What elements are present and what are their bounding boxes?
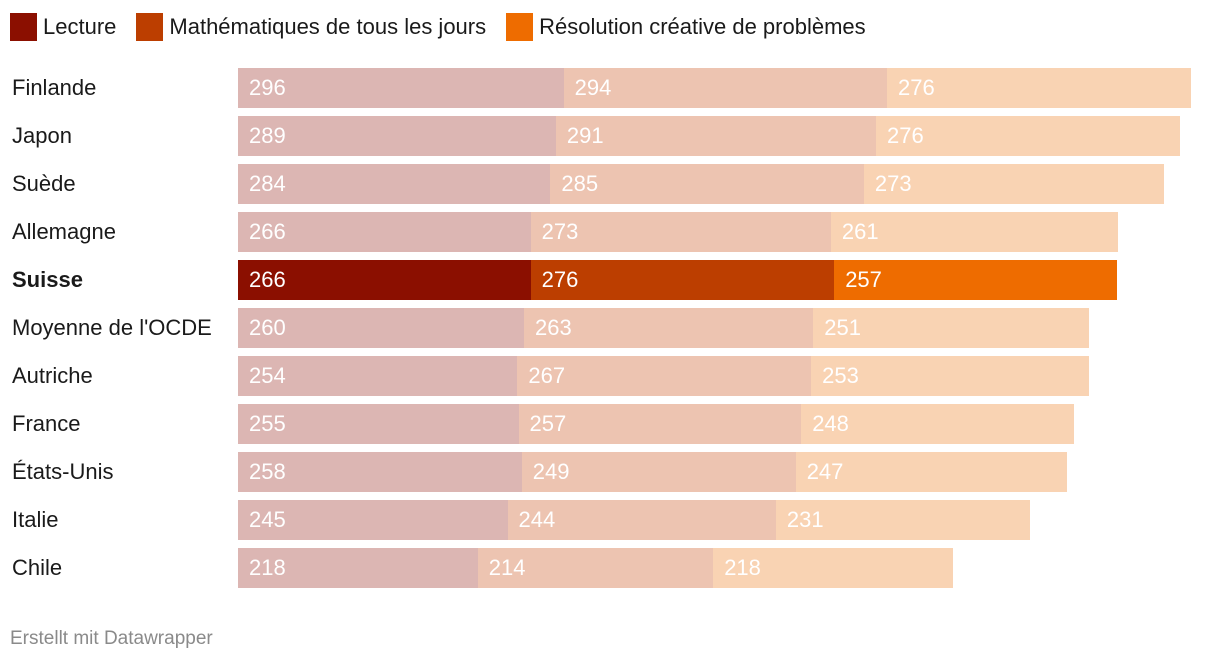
bar-segment [238,452,522,492]
bar-segment [524,308,814,348]
legend-swatch [136,13,164,41]
bar-segment [530,260,835,300]
bar-segment [238,308,524,348]
bar-segment [518,404,802,444]
category-label: États-Unis [12,459,114,484]
bar-segment [775,500,1030,540]
category-label: Japon [12,123,72,148]
category-label: Italie [12,507,59,532]
chart-row: Chile 218 214 218 [0,540,1220,588]
legend-label: Mathématiques de tous les jours [169,14,487,39]
category-label: France [12,411,81,436]
bar-segment [555,116,876,156]
category-label: Suisse [12,267,83,292]
legend-swatch [506,13,534,41]
bar-segment [811,356,1090,396]
bar-segment [238,212,531,252]
bar-segment [238,68,564,108]
bar-segment [863,164,1165,204]
chart-row: Finlande 296 294 276 [0,60,1220,108]
legend-item: Lecture [10,13,116,41]
bar-segment [830,212,1118,252]
bar-segment [238,164,551,204]
bar-segment [834,260,1117,300]
bar-segment [876,116,1180,156]
stacked-bar-chart: Finlande 296 294 276 Japon 289 291 276 Suède 284 2… [0,60,1220,600]
bar-segment [238,260,531,300]
bar-segment [238,500,508,540]
legend-swatch [10,13,37,41]
bar-segment [477,548,714,588]
category-label: Chile [12,555,63,580]
chart-row: Moyenne de l'OCDE 260 263 251 [0,300,1220,348]
bar-segment [521,452,796,492]
bar-segment [238,548,478,588]
category-label: Moyenne de l'OCDE [12,315,212,340]
chart-row: États-Unis 258 249 247 [0,444,1220,492]
chart-row: Italie 245 244 231 [0,492,1220,540]
chart-legend: Lecture Mathématiques de tous les jours Ré… [10,10,886,44]
chart-row: Autriche 254 267 253 [0,348,1220,396]
chart-row: Japon 289 291 276 [0,108,1220,156]
bar-segment [713,548,953,588]
bar-segment [530,212,831,252]
bar-segment [550,164,864,204]
chart-row: Suisse 266 276 257 [0,252,1220,300]
bar-segment [517,356,812,396]
bar-segment [813,308,1090,348]
chart-row: Suède 284 285 273 [0,156,1220,204]
bar-segment [887,68,1191,108]
legend-item: Mathématiques de tous les jours [136,13,486,41]
legend-label: Lecture [43,14,117,39]
chart-row: France 255 257 248 [0,396,1220,444]
category-label: Finlande [12,75,97,100]
category-label: Allemagne [12,219,116,244]
bar-segment [563,68,887,108]
bar-segment [801,404,1074,444]
bar-segment [795,452,1068,492]
footer-credit: Erstellt mit Datawrapper [10,628,213,649]
category-label: Suède [12,171,76,196]
legend-item: Résolution créative de problèmes [506,13,866,41]
bar-segment [238,404,519,444]
bar-segment [238,356,518,396]
category-label: Autriche [12,363,93,388]
bar-segment [238,116,556,156]
legend-label: Résolution créative de problèmes [539,14,866,39]
chart-row: Allemagne 266 273 261 [0,204,1220,252]
bar-segment [507,500,776,540]
